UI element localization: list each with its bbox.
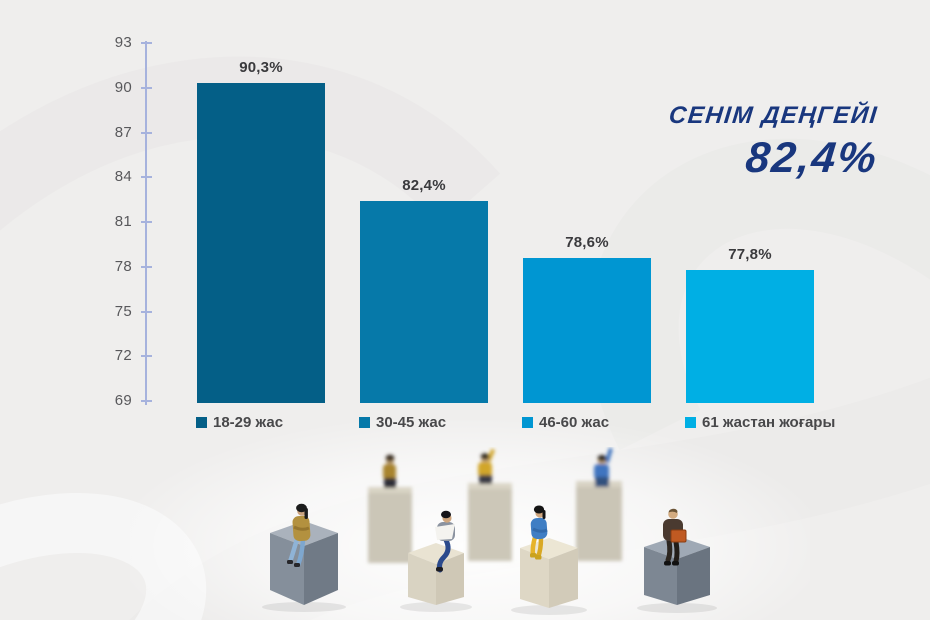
title-block: СЕНІМ ДЕҢГЕЙІ 82,4% bbox=[667, 102, 881, 183]
bar-value-label: 82,4% bbox=[402, 177, 446, 195]
y-axis-tick-label: 78 bbox=[114, 257, 132, 275]
figurine-cream-cube-reader bbox=[400, 510, 472, 612]
legend-label: 46-60 жас bbox=[539, 414, 610, 431]
y-axis-tick-label: 75 bbox=[114, 302, 132, 320]
legend-item-61 жастан жоғары: 61 жастан жоғары bbox=[685, 414, 835, 431]
legend-label: 30-45 жас bbox=[376, 414, 447, 431]
legend-swatch bbox=[196, 417, 207, 428]
y-axis-tick bbox=[141, 42, 152, 44]
legend-label: 61 жастан жоғары bbox=[702, 414, 836, 431]
figurine-gray-cube-businessman bbox=[637, 508, 717, 613]
bar-18-29 жас bbox=[197, 83, 325, 403]
y-axis-tick-label: 81 bbox=[114, 213, 132, 230]
y-axis-tick-label: 69 bbox=[114, 392, 132, 409]
y-axis-tick bbox=[141, 131, 152, 134]
bar-value-label: 78,6% bbox=[565, 233, 609, 251]
y-axis-tick bbox=[141, 265, 152, 268]
bar-46-60 жас bbox=[523, 257, 651, 403]
overall-value: 82,4% bbox=[743, 134, 881, 182]
legend-swatch bbox=[359, 417, 370, 428]
figurines-photo bbox=[262, 447, 717, 615]
bar-61 жастан жоғары bbox=[686, 269, 814, 403]
y-axis-tick bbox=[141, 400, 152, 402]
y-axis-tick bbox=[141, 355, 152, 358]
y-axis-tick-label: 87 bbox=[114, 123, 132, 141]
figurine-background-block-2 bbox=[468, 448, 512, 561]
y-axis-tick-label: 84 bbox=[114, 168, 132, 186]
chart-title: СЕНІМ ДЕҢГЕЙІ bbox=[667, 102, 880, 129]
y-axis-tick-label: 93 bbox=[114, 34, 132, 51]
bar-value-label: 90,3% bbox=[239, 59, 283, 77]
bar-30-45 жас bbox=[360, 201, 488, 403]
y-axis-tick-label: 90 bbox=[114, 78, 132, 96]
figurine-cream-cube-woman bbox=[511, 505, 587, 615]
legend-label: 18-29 жас bbox=[213, 414, 284, 431]
legend-item-46-60 жас: 46-60 жас bbox=[522, 414, 609, 431]
figurine-background-block-3 bbox=[576, 447, 622, 561]
y-axis-tick bbox=[141, 310, 152, 313]
y-axis-line bbox=[145, 41, 147, 405]
y-axis-tick bbox=[141, 176, 152, 179]
y-axis-tick bbox=[141, 221, 152, 223]
figurine-gray-cube-left bbox=[262, 503, 346, 612]
legend-swatch bbox=[522, 417, 533, 428]
y-axis-tick bbox=[141, 86, 152, 89]
legend-item-30-45 жас: 30-45 жас bbox=[359, 414, 446, 431]
legend-item-18-29 жас: 18-29 жас bbox=[196, 414, 283, 431]
y-axis-tick-label: 72 bbox=[114, 347, 132, 365]
bar-chart: 69 72 75 78 81 84 87 90 93 90,3% 82,4% 78,6% 77,8% 18… bbox=[114, 34, 836, 431]
bar-value-label: 77,8% bbox=[728, 245, 772, 263]
figurine-background-block-1 bbox=[368, 454, 412, 563]
legend-swatch bbox=[685, 417, 696, 428]
